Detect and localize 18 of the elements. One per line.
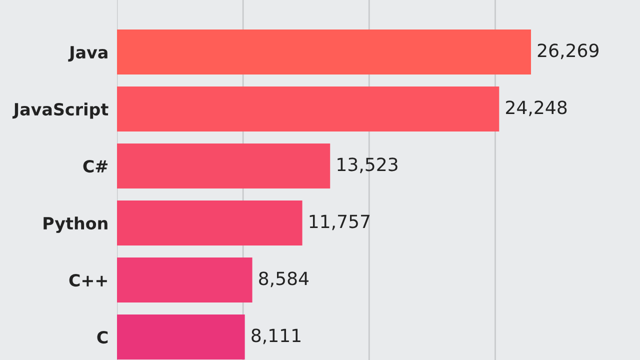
data-label: 26,269 [538,44,598,60]
y-tick-label: Java [68,46,108,62]
y-tick-label: C++ [69,274,107,287]
bar [117,314,245,360]
data-label: 8,111 [252,328,300,344]
bar [117,86,500,132]
y-tick-label: C [97,330,108,344]
data-label: 11,757 [310,214,370,230]
data-label: 8,584 [259,272,309,288]
y-tick-label: JavaScript [12,102,108,119]
bar [117,200,302,246]
y-tick-label: C# [83,160,108,173]
data-label: 24,248 [506,100,567,116]
bar [117,29,531,75]
data-label: 13,523 [338,158,398,174]
y-tick-label: Python [44,216,108,233]
bar [117,257,252,303]
bar [117,143,330,189]
